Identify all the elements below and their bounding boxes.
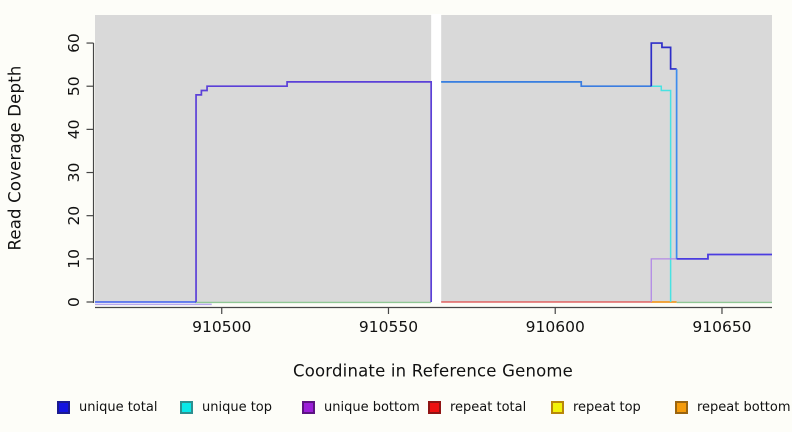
y-tick-label: 20 bbox=[65, 206, 83, 226]
legend-label: unique bottom bbox=[324, 399, 420, 415]
legend-item-unique-bottom: unique bottom bbox=[302, 398, 420, 416]
legend-item-unique-total: unique total bbox=[57, 398, 157, 416]
repeat-top-swatch-icon bbox=[551, 400, 564, 414]
unique-total-swatch-icon bbox=[57, 400, 70, 414]
y-tick-label: 40 bbox=[65, 120, 83, 140]
legend-label: repeat top bbox=[573, 399, 641, 415]
legend-label: repeat total bbox=[450, 399, 527, 415]
x-tick-label: 910650 bbox=[692, 318, 751, 336]
y-tick-label: 0 bbox=[65, 297, 83, 307]
legend-item-unique-top: unique top bbox=[180, 398, 272, 416]
x-tick-label: 910550 bbox=[359, 318, 418, 336]
unique-top-swatch-icon bbox=[180, 400, 193, 414]
y-tick-label: 30 bbox=[65, 163, 83, 183]
y-tick-label: 10 bbox=[65, 249, 83, 269]
series-unique-total-tail bbox=[676, 253, 772, 260]
legend-label: repeat bottom bbox=[697, 399, 791, 415]
repeat-bottom-swatch-icon bbox=[675, 400, 688, 414]
legend: unique total unique top unique bottom repea… bbox=[0, 398, 792, 418]
x-axis-title: Coordinate in Reference Genome bbox=[292, 361, 574, 381]
y-axis-title: Read Coverage Depth bbox=[5, 65, 25, 251]
y-tick-label: 50 bbox=[65, 76, 83, 96]
legend-item-repeat-total: repeat total bbox=[428, 398, 526, 416]
legend-label: unique total bbox=[79, 399, 158, 415]
legend-label: unique top bbox=[202, 399, 273, 415]
y-tick-label: 60 bbox=[65, 33, 83, 53]
repeat-total-swatch-icon bbox=[428, 400, 441, 414]
legend-item-repeat-top: repeat top bbox=[551, 398, 641, 416]
x-tick-label: 910600 bbox=[526, 318, 585, 336]
series-unique-total-right bbox=[441, 81, 652, 88]
coverage-gap-band bbox=[431, 14, 442, 303]
x-tick-label: 910500 bbox=[192, 318, 251, 336]
unique-bottom-swatch-icon bbox=[302, 400, 315, 414]
series-unique-bottom-left bbox=[195, 81, 433, 302]
series-unique-total-spike bbox=[650, 42, 677, 87]
legend-item-repeat-bottom: repeat bottom bbox=[675, 398, 791, 416]
series-unique-bottom-right bbox=[650, 258, 677, 302]
